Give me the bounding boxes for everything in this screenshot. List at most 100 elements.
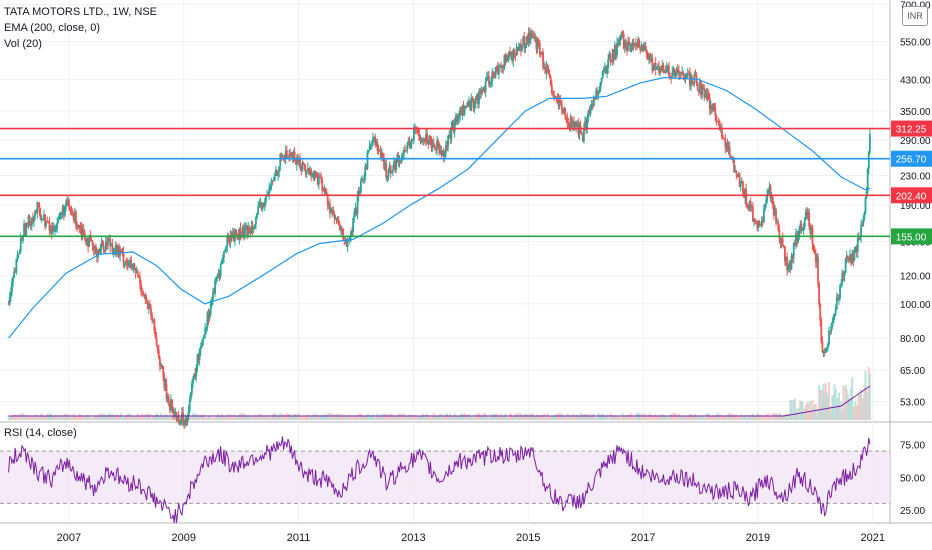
volume-bar: [786, 417, 789, 420]
candle-body: [274, 169, 277, 175]
candle-body: [421, 138, 424, 142]
volume-bar: [246, 417, 249, 420]
candle-body: [451, 122, 454, 128]
volume-bar: [290, 416, 293, 420]
candle-body: [113, 251, 116, 253]
candle-body: [869, 133, 871, 152]
volume-bar: [642, 414, 645, 420]
volume-bar: [548, 417, 551, 420]
volume-bar: [504, 413, 507, 420]
candle-body: [293, 151, 296, 161]
candle-body: [26, 222, 29, 224]
volume-bar: [327, 413, 330, 420]
candle-body: [496, 67, 499, 75]
volume-bar: [317, 417, 320, 420]
candle-body: [711, 105, 713, 111]
volume-bar: [585, 413, 588, 420]
candle-body: [666, 65, 669, 68]
volume-bar: [33, 415, 36, 420]
candle-body: [819, 303, 822, 321]
candle-body: [781, 238, 784, 246]
volume-bar: [460, 413, 463, 420]
volume-bar: [260, 414, 263, 420]
candle-body: [725, 143, 728, 148]
volume-bar: [30, 417, 33, 420]
volume-bar: [81, 415, 84, 420]
x-tick-label: 2013: [401, 532, 425, 544]
candle-body: [139, 277, 141, 285]
currency-button[interactable]: INR: [902, 6, 928, 26]
volume-bar: [739, 414, 742, 420]
candle-body: [257, 206, 260, 214]
volume-bar: [251, 415, 254, 420]
volume-bar: [105, 414, 108, 420]
candle-body: [186, 416, 189, 423]
volume-bar: [25, 417, 28, 420]
candle-body: [570, 116, 573, 126]
volume-bar: [550, 417, 553, 420]
candle-body: [546, 67, 549, 70]
volume-bar: [458, 415, 461, 420]
volume-bar: [315, 413, 318, 420]
candle-body: [410, 138, 413, 144]
candle-body: [755, 220, 758, 222]
volume-bar: [480, 415, 483, 420]
volume-bar: [803, 408, 806, 420]
candle-body: [401, 154, 404, 157]
volume-bar: [336, 417, 339, 420]
volume-bar: [578, 415, 581, 420]
candle-body: [702, 85, 705, 88]
candle-body: [43, 214, 45, 220]
volume-bar: [666, 417, 669, 420]
volume-bar: [839, 412, 842, 420]
volume-bar: [319, 414, 322, 420]
candle-body: [516, 46, 519, 51]
volume-bar: [768, 417, 771, 420]
volume-bar: [684, 415, 687, 420]
volume-bar: [52, 416, 55, 420]
volume-bar: [97, 417, 100, 420]
candle-body: [223, 251, 225, 258]
volume-bar: [381, 414, 384, 420]
ema-legend: EMA (200, close, 0): [4, 22, 100, 34]
candle-body: [860, 225, 862, 238]
candle-body: [772, 204, 775, 216]
volume-bar: [17, 415, 20, 420]
candle-body: [102, 245, 105, 251]
volume-bar: [378, 417, 381, 420]
candle-body: [507, 52, 510, 60]
volume-bar: [654, 414, 657, 420]
volume-bar: [445, 413, 448, 420]
volume-bar: [112, 413, 115, 420]
volume-bar: [793, 398, 796, 420]
candle-body: [469, 100, 472, 111]
volume-bar: [709, 415, 712, 420]
volume-bar: [47, 416, 50, 420]
volume-bar: [286, 416, 289, 420]
candle-body: [761, 221, 764, 223]
candle-body: [535, 37, 538, 50]
candle-body: [797, 236, 800, 242]
volume-bar: [289, 414, 292, 420]
candle-body: [276, 169, 278, 176]
candle-body: [172, 407, 175, 414]
candle-body: [574, 121, 576, 128]
candle-body: [319, 176, 321, 178]
volume-bar: [724, 415, 727, 420]
volume-bar: [362, 415, 365, 420]
candle-body: [856, 237, 859, 253]
volume-bar: [501, 416, 504, 420]
candle-body: [244, 227, 246, 236]
candle-body: [533, 36, 536, 39]
volume-bar: [790, 399, 793, 420]
candle-body: [845, 256, 848, 259]
candle-body: [149, 304, 151, 309]
candle-body: [142, 292, 145, 296]
volume-bar: [621, 413, 624, 420]
volume-bar: [194, 413, 197, 420]
volume-bar: [121, 417, 124, 420]
volume-bar: [263, 416, 266, 420]
candle-body: [273, 174, 276, 181]
symbol-title: TATA MOTORS LTD., 1W, NSE: [4, 6, 158, 18]
volume-bar: [431, 415, 434, 420]
